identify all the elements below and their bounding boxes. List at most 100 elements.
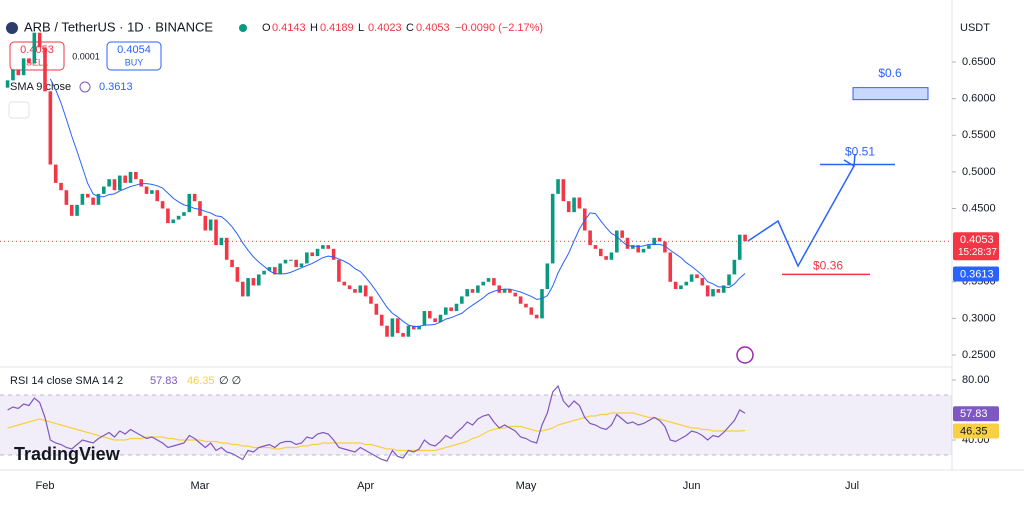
- candle: [743, 234, 747, 242]
- candle: [337, 259, 341, 282]
- rsi-title: RSI 14 close SMA 14 2: [10, 375, 123, 387]
- alert-icon[interactable]: [736, 346, 754, 364]
- candle: [657, 237, 662, 242]
- sma-price-label: 0.3613: [960, 268, 994, 280]
- candle: [155, 190, 160, 202]
- candle: [283, 259, 288, 264]
- candle: [481, 281, 486, 286]
- candle: [572, 197, 576, 213]
- candle: [160, 201, 165, 209]
- projection-path: [747, 165, 855, 268]
- candle: [118, 175, 122, 191]
- candle: [566, 201, 571, 213]
- target-box: [852, 87, 929, 101]
- candle: [107, 179, 111, 187]
- candle: [411, 325, 416, 330]
- candle: [641, 248, 646, 253]
- candle: [171, 219, 176, 224]
- candle: [182, 212, 186, 216]
- buy-button[interactable]: [106, 41, 162, 71]
- candle: [689, 274, 694, 282]
- candle: [508, 289, 512, 293]
- y-tick-label: 80.00: [962, 374, 990, 386]
- collapse-button[interactable]: [8, 101, 30, 119]
- ohlc-value: 0.4053: [416, 22, 450, 34]
- candle: [598, 248, 603, 257]
- y-tick-label: 0.3000: [962, 312, 996, 324]
- candle: [615, 230, 619, 253]
- candle: [43, 47, 47, 92]
- candle: [465, 289, 469, 297]
- candle: [144, 186, 149, 194]
- candle: [673, 281, 678, 290]
- x-tick-label: May: [516, 480, 537, 492]
- candle: [48, 91, 53, 165]
- buy-label: BUY: [125, 57, 144, 67]
- candle: [96, 193, 101, 205]
- currency[interactable]: USDT: [960, 22, 990, 34]
- candle: [550, 193, 555, 264]
- candle: [513, 292, 518, 297]
- candle: [11, 69, 15, 81]
- market-status: [239, 24, 247, 32]
- last-price-label: 0.4053: [960, 234, 994, 246]
- spread: 0.0001: [72, 51, 100, 61]
- ohlc-label: C: [406, 22, 414, 34]
- candle: [529, 307, 534, 315]
- rsi-value-box: [953, 423, 999, 439]
- candle: [470, 289, 475, 293]
- candle: [32, 32, 37, 64]
- candle: [53, 164, 58, 183]
- x-tick-label: Feb: [36, 480, 55, 492]
- candle: [235, 267, 240, 282]
- candle: [379, 314, 384, 326]
- ohlc-label: L: [358, 22, 364, 34]
- ohlc-value: 0.4023: [368, 22, 402, 34]
- candle: [454, 303, 459, 312]
- candle: [588, 230, 592, 246]
- candle: [353, 289, 357, 293]
- ohlc-value: 0.4189: [320, 22, 354, 34]
- x-tick-label: Jun: [683, 480, 701, 492]
- candle: [438, 314, 443, 323]
- candle: [427, 311, 432, 319]
- candle: [16, 69, 21, 76]
- candle: [246, 278, 250, 297]
- logo: TradingView: [14, 444, 121, 464]
- candle: [401, 333, 405, 337]
- candle: [230, 259, 234, 268]
- candle: [219, 237, 224, 246]
- candle: [64, 190, 69, 205]
- candle: [497, 285, 502, 293]
- candle: [240, 281, 245, 297]
- candle: [636, 245, 640, 253]
- candle: [176, 215, 181, 220]
- ohlc-value: 0.4143: [272, 22, 306, 34]
- rsi-value-label: 46.35: [960, 425, 988, 437]
- candle: [305, 252, 309, 264]
- sell-label: SELL: [26, 57, 48, 67]
- x-tick-label: Jul: [845, 480, 859, 492]
- candle: [5, 80, 10, 88]
- candle: [85, 193, 90, 198]
- candle: [417, 325, 421, 330]
- candle: [139, 179, 143, 187]
- sma-line: [49, 78, 746, 327]
- candle: [625, 237, 630, 249]
- candle: [363, 285, 368, 297]
- rsi-extra: ∅ ∅: [219, 375, 241, 387]
- candle: [299, 263, 304, 268]
- symbol: ARB / TetherUS · 1D · BINANCE: [24, 19, 213, 34]
- rsi-line: [7, 384, 746, 462]
- candle: [652, 237, 657, 246]
- x-tick-label: Apr: [357, 480, 374, 492]
- y-tick-label: 0.5000: [962, 166, 996, 178]
- candle: [647, 245, 651, 249]
- target-label: $0.6: [878, 66, 902, 80]
- y-tick-label: 0.6500: [962, 56, 996, 68]
- last-price-box: [953, 232, 999, 261]
- candle: [315, 248, 320, 257]
- candle: [524, 303, 528, 308]
- candle: [101, 186, 106, 194]
- candle: [273, 267, 277, 275]
